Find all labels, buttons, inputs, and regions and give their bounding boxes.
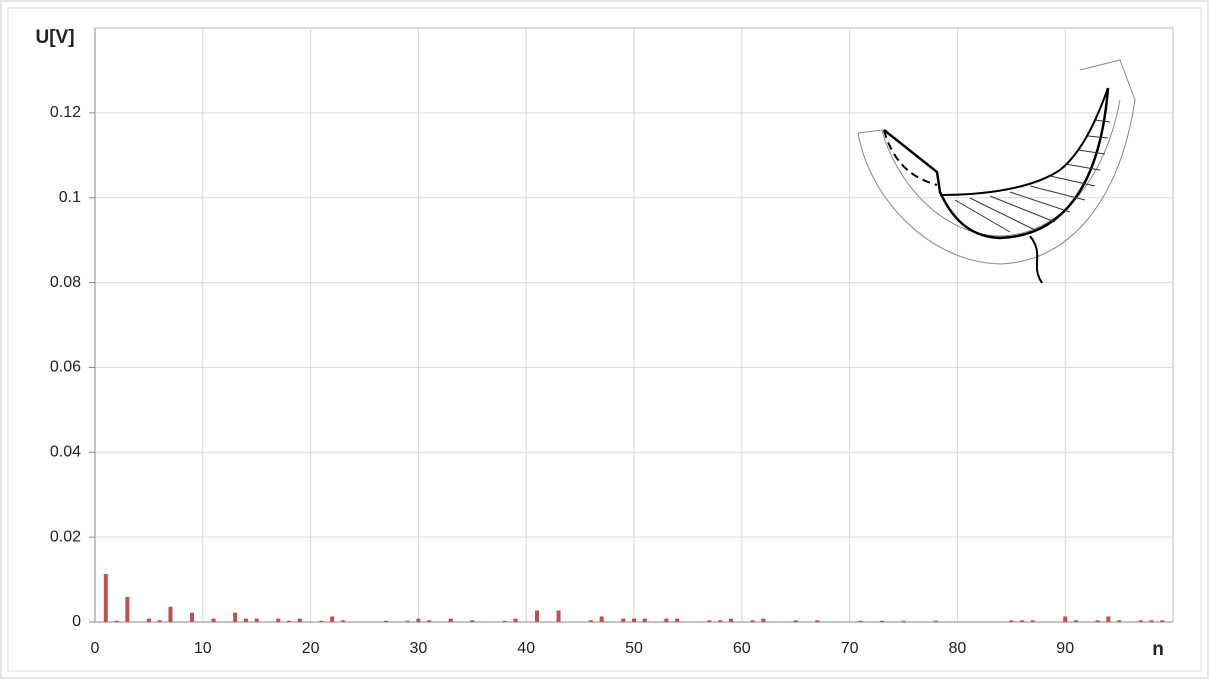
x-tick-label: 90 — [1056, 640, 1074, 657]
x-tick-label: 40 — [517, 640, 535, 657]
bar — [933, 620, 938, 622]
bar — [470, 620, 475, 622]
y-axis-title: U[V] — [35, 27, 74, 48]
bar — [297, 618, 302, 622]
bar — [287, 620, 292, 622]
bar — [707, 620, 712, 622]
y-tick-label: 0.06 — [50, 359, 81, 376]
bar — [1009, 620, 1014, 622]
bar — [405, 620, 410, 622]
bar — [146, 618, 151, 622]
bar — [1095, 620, 1100, 622]
inner-frame — [7, 7, 1202, 672]
bar — [276, 618, 281, 622]
bar — [750, 620, 755, 622]
bar — [793, 620, 798, 622]
x-tick-label: 0 — [91, 640, 100, 657]
y-tick-label: 0.04 — [50, 444, 81, 461]
y-tick-label: 0 — [72, 613, 81, 630]
x-tick-label: 80 — [949, 640, 967, 657]
bar — [168, 606, 173, 622]
bar — [761, 618, 766, 622]
bar — [642, 618, 647, 622]
x-axis-title: n — [1152, 639, 1164, 660]
bar — [103, 574, 108, 622]
bar — [1030, 620, 1035, 622]
x-tick-label: 30 — [410, 640, 428, 657]
bar — [513, 618, 518, 622]
bar — [729, 618, 734, 622]
bar — [427, 620, 432, 622]
bar — [190, 612, 195, 622]
bar — [1106, 616, 1111, 622]
bar — [718, 620, 723, 622]
bar — [879, 620, 884, 622]
y-tick-label: 0.08 — [50, 274, 81, 291]
bar — [319, 620, 324, 622]
bar — [599, 616, 604, 622]
bar — [502, 620, 507, 622]
bar — [243, 618, 248, 622]
bar — [1160, 620, 1165, 622]
bar — [114, 620, 119, 622]
bar — [448, 618, 453, 622]
bar — [1149, 620, 1154, 622]
bar — [1063, 616, 1068, 622]
bar — [254, 618, 259, 622]
x-tick-label: 60 — [733, 640, 751, 657]
bar — [157, 620, 162, 622]
bar — [632, 618, 636, 622]
bar — [534, 610, 539, 622]
bar — [1138, 620, 1143, 622]
stator-sketch — [857, 59, 1136, 284]
x-tick-label: 20 — [302, 640, 320, 657]
bar — [675, 618, 680, 622]
bar — [1073, 620, 1078, 622]
bar — [1117, 620, 1122, 622]
x-tick-label: 10 — [194, 640, 212, 657]
bar — [588, 620, 593, 622]
bar — [211, 618, 216, 622]
bar — [815, 620, 820, 622]
y-tick-label: 0.12 — [50, 104, 81, 121]
y-tick-label: 0.1 — [59, 189, 81, 206]
bar — [125, 596, 130, 622]
x-tick-label: 70 — [841, 640, 859, 657]
bar — [233, 612, 238, 622]
bar — [384, 620, 389, 622]
y-tick-label: 0.02 — [50, 528, 81, 545]
bar — [858, 620, 863, 622]
bar — [340, 620, 345, 622]
bar — [1020, 620, 1025, 622]
bar — [901, 620, 906, 622]
bar — [621, 618, 626, 622]
bar — [330, 616, 335, 622]
x-tick-label: 50 — [625, 640, 643, 657]
bar — [556, 610, 561, 622]
bar — [664, 618, 669, 622]
bar — [416, 618, 421, 622]
